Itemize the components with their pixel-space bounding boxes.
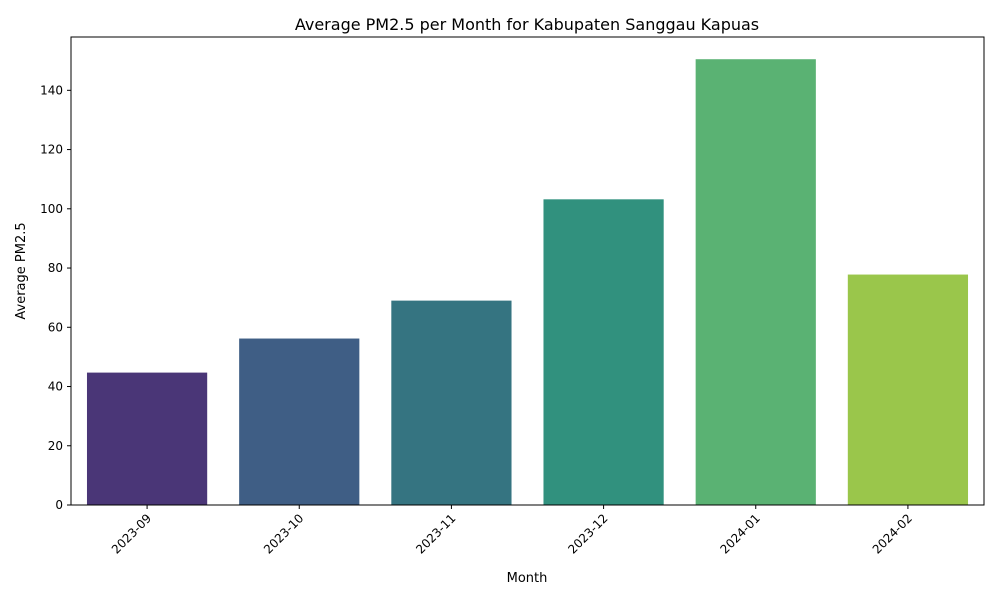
y-tick-label: 60	[48, 320, 63, 334]
y-tick-label: 40	[48, 380, 63, 394]
bar-2024-01	[695, 59, 816, 506]
y-tick-label: 100	[40, 202, 63, 216]
y-axis-label: Average PM2.5	[14, 222, 29, 319]
y-axis-ticks: 0 20 40 60 80 100 120 140	[40, 83, 71, 512]
y-tick-label: 120	[40, 143, 63, 157]
x-tick-label: 2023-11	[413, 511, 458, 556]
x-tick-label: 2024-01	[718, 511, 763, 556]
x-tick-label: 2023-12	[565, 511, 610, 556]
plot-frame	[70, 36, 985, 506]
y-tick-label: 80	[48, 261, 63, 275]
bar-2024-02	[847, 274, 969, 505]
y-tick-label: 0	[55, 498, 63, 512]
y-tick-label: 20	[48, 439, 63, 453]
bar-2023-12	[543, 199, 664, 506]
bar-2023-10	[239, 338, 360, 505]
x-axis-label: Month	[507, 571, 548, 586]
bars	[86, 59, 969, 506]
x-tick-label: 2023-09	[109, 511, 154, 556]
x-tick-label: 2023-10	[261, 511, 306, 556]
plot-area: 2023-09 2023-10 2023-11 2023-12 2024-01 2024-…	[40, 36, 985, 557]
x-axis-ticks: 2023-09 2023-10 2023-11 2023-12 2024-01 2024-…	[109, 505, 915, 557]
chart-title: Average PM2.5 per Month for Kabupaten Sa…	[295, 15, 759, 34]
bar-2023-11	[391, 300, 512, 505]
y-tick-label: 140	[40, 83, 63, 97]
x-tick-label: 2024-02	[870, 511, 915, 556]
bar-2023-09	[86, 372, 208, 505]
